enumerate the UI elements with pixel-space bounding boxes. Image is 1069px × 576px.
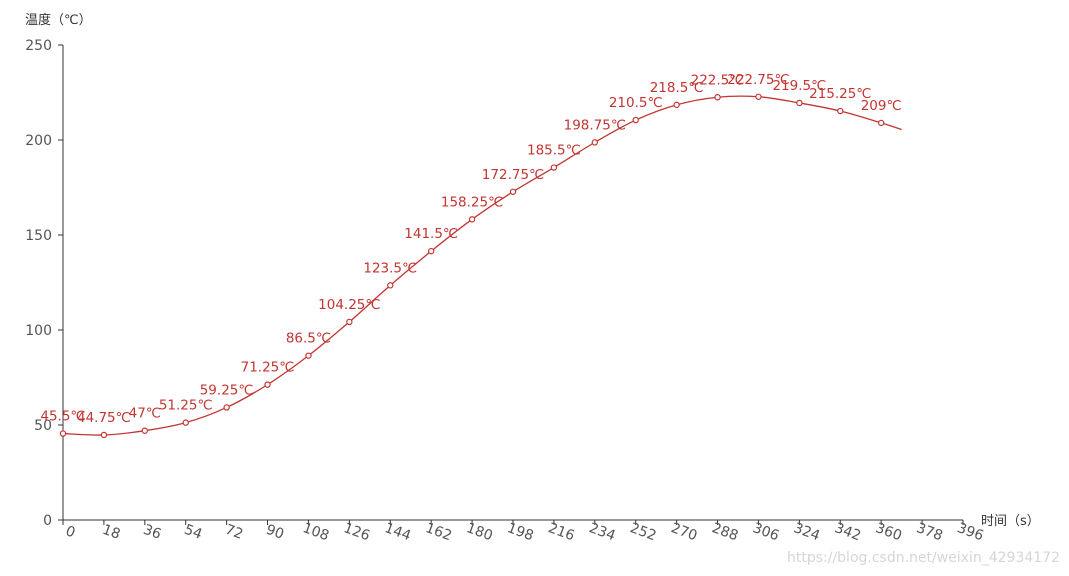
- x-tick-label: 90: [264, 522, 286, 543]
- x-axis-title: 时间（s）: [981, 514, 1040, 529]
- data-point[interactable]: [141, 427, 149, 434]
- x-tick-label: 306: [751, 520, 782, 544]
- data-label: 51.25℃: [159, 398, 213, 414]
- data-point[interactable]: [427, 247, 435, 255]
- data-point[interactable]: [182, 419, 189, 426]
- x-tick-label: 324: [791, 520, 822, 544]
- x-tick-label: 288: [710, 520, 741, 544]
- series-line: [62, 95, 902, 436]
- x-tick-label: 378: [914, 520, 945, 544]
- x-tick-label: 180: [464, 520, 495, 544]
- data-labels: 45.5℃44.75℃47℃51.25℃59.25℃ 71.25℃ 86.5℃ 104…: [40, 72, 901, 426]
- x-tick-label: 198: [505, 520, 536, 544]
- x-axis: 0 18 36 54 72 90 108 126 144 162 180 198 216 234 252 27…: [62, 519, 986, 544]
- data-point[interactable]: [264, 381, 271, 388]
- x-tick-label: 54: [182, 522, 204, 543]
- data-point[interactable]: [387, 282, 394, 289]
- data-point[interactable]: [714, 94, 721, 101]
- data-label: 222.5℃: [691, 72, 745, 88]
- x-tick-label: 126: [341, 520, 372, 544]
- series-layer: [59, 93, 902, 439]
- y-tick-label: 150: [25, 228, 52, 244]
- data-label: 104.25℃: [318, 297, 380, 313]
- x-tick-label: 252: [628, 520, 659, 544]
- watermark-url: https://blog.csdn.net/weixin_42934172: [786, 550, 1060, 566]
- data-point[interactable]: [346, 318, 353, 326]
- x-tick-label: 144: [382, 520, 413, 544]
- data-label: 71.25℃: [241, 360, 295, 376]
- data-label: 47℃: [129, 406, 161, 422]
- data-point[interactable]: [509, 188, 517, 195]
- data-label: 44.75℃: [77, 410, 131, 426]
- x-tick-label: 360: [873, 520, 904, 544]
- y-tick-label: 250: [25, 38, 52, 54]
- x-tick-label: 36: [141, 522, 163, 543]
- x-tick-label: 108: [301, 520, 332, 544]
- data-label: 209℃: [861, 98, 902, 114]
- x-tick-label: 270: [669, 520, 700, 544]
- data-point[interactable]: [796, 99, 803, 107]
- data-label: 215.25℃: [809, 86, 871, 102]
- data-label: 59.25℃: [200, 382, 254, 398]
- y-axis-title: 温度（℃）: [25, 12, 92, 28]
- data-point[interactable]: [591, 139, 599, 146]
- data-label: 219.5℃: [772, 78, 826, 94]
- data-point[interactable]: [100, 431, 108, 439]
- data-point[interactable]: [632, 116, 639, 124]
- data-point[interactable]: [59, 430, 67, 437]
- x-tick-label: 18: [100, 522, 122, 543]
- data-label: 158.25℃: [441, 194, 503, 210]
- data-label: 45.5℃: [40, 409, 85, 425]
- data-point[interactable]: [755, 93, 762, 100]
- data-point[interactable]: [223, 404, 230, 411]
- data-label: 185.5℃: [527, 143, 581, 159]
- data-point[interactable]: [550, 164, 558, 171]
- x-tick-label: 162: [423, 520, 454, 544]
- x-tick-label: 72: [223, 522, 245, 543]
- x-tick-label: 216: [546, 520, 577, 544]
- data-label: 222.75℃: [727, 72, 789, 88]
- y-tick-label: 200: [25, 133, 52, 149]
- y-axis: 0 50 100 150 200 250: [25, 38, 64, 529]
- data-label: 123.5℃: [363, 260, 417, 276]
- data-label: 141.5℃: [404, 226, 458, 242]
- data-point[interactable]: [837, 107, 844, 115]
- x-tick-label: 342: [832, 520, 863, 544]
- data-label: 172.75℃: [482, 167, 544, 183]
- data-label: 198.75℃: [564, 117, 626, 133]
- x-tick-label: 0: [63, 523, 77, 541]
- data-label: 218.5℃: [650, 80, 704, 96]
- y-tick-label: 0: [43, 513, 52, 529]
- data-point[interactable]: [877, 119, 885, 127]
- x-tick-label: 234: [587, 520, 618, 544]
- data-point[interactable]: [305, 352, 312, 359]
- data-point[interactable]: [468, 216, 476, 223]
- data-point[interactable]: [673, 101, 680, 109]
- data-label: 86.5℃: [286, 331, 331, 347]
- data-label: 210.5℃: [609, 95, 663, 111]
- y-tick-label: 100: [25, 323, 52, 339]
- y-tick-label: 50: [34, 418, 52, 434]
